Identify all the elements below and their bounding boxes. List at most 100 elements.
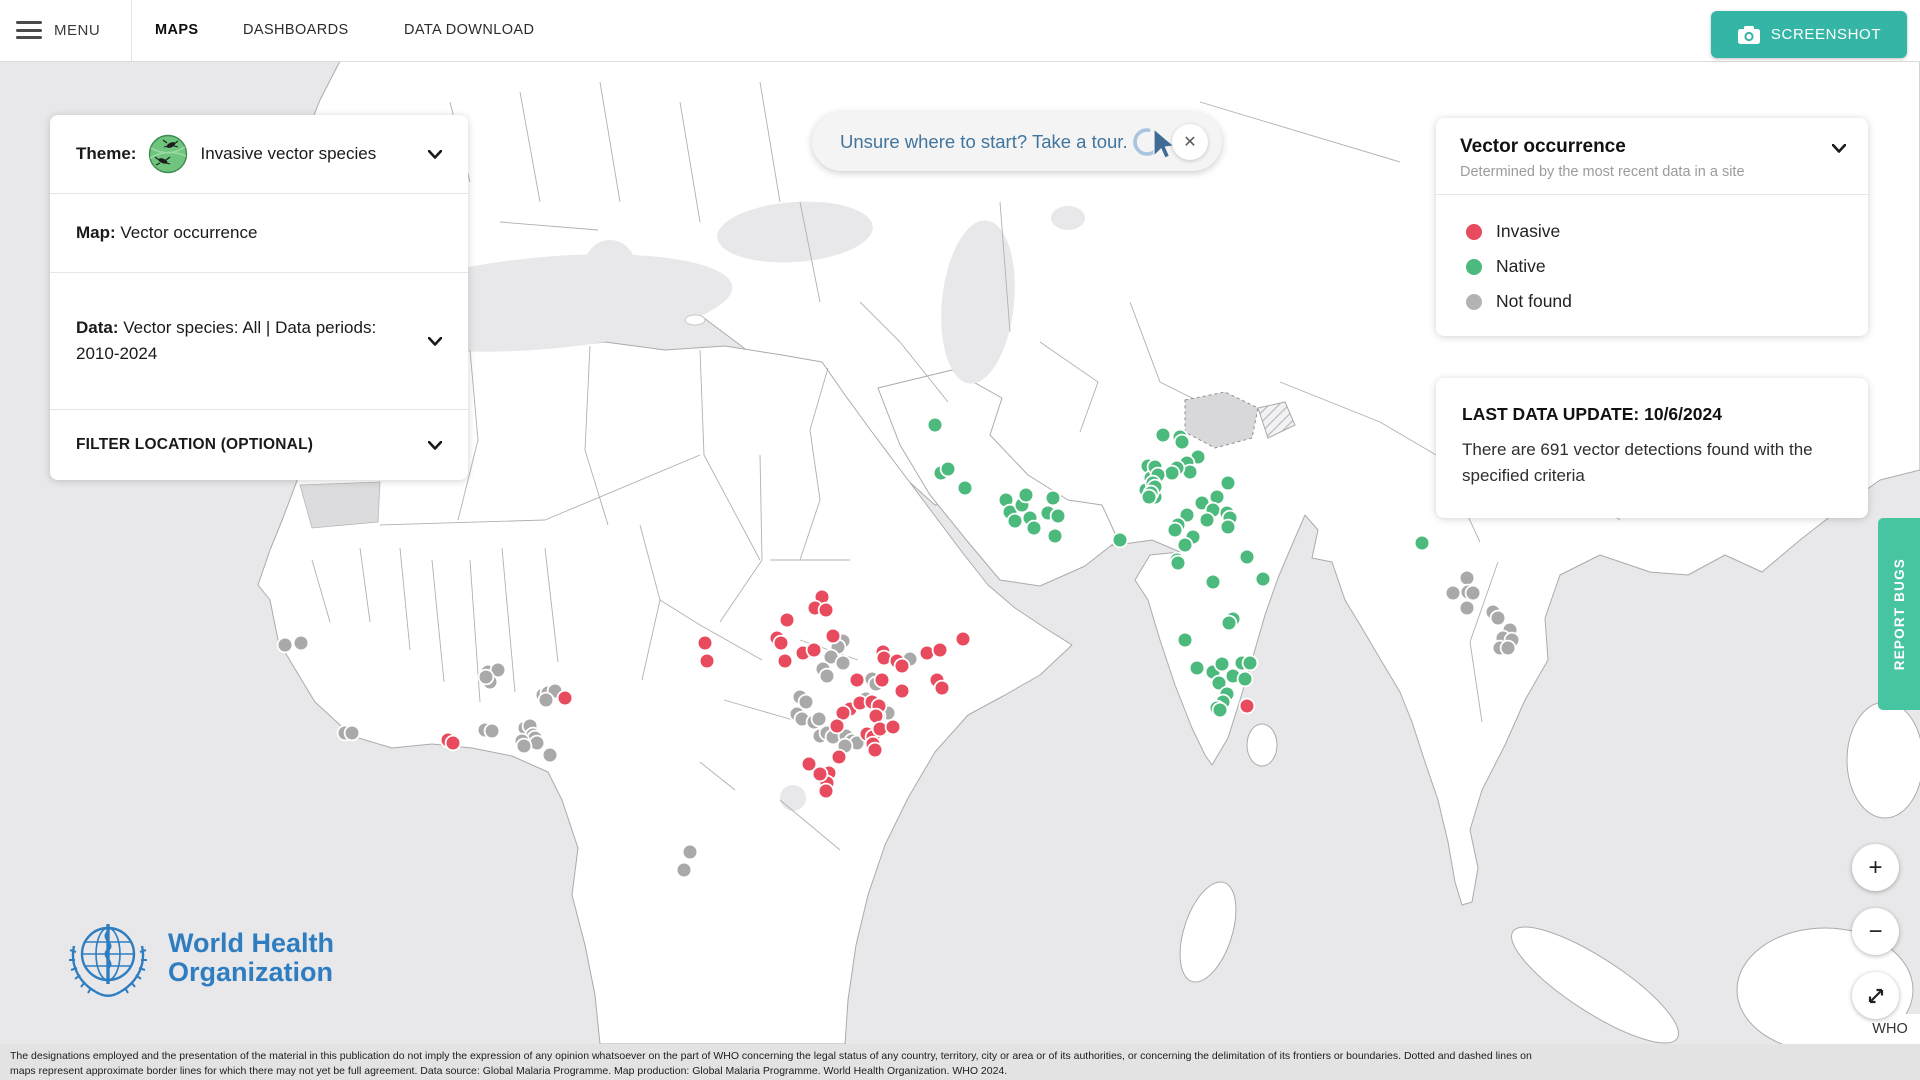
map-dot-invasive[interactable] <box>830 748 848 766</box>
menu-label[interactable]: MENU <box>54 22 101 39</box>
map-dot-invasive[interactable] <box>866 741 884 759</box>
tour-close-button[interactable]: ✕ <box>1172 124 1208 160</box>
map-dot-native[interactable] <box>1213 655 1231 673</box>
theme-selector[interactable]: Theme: Invasive vector species <box>50 115 468 193</box>
map-dot-not_found[interactable] <box>834 654 852 672</box>
zoom-in-button[interactable]: + <box>1852 844 1899 891</box>
map-dot-invasive[interactable] <box>873 671 891 689</box>
map-dot-invasive[interactable] <box>828 717 846 735</box>
legend-header[interactable]: Vector occurrence Determined by the most… <box>1436 118 1868 195</box>
map-dot-invasive[interactable] <box>884 718 902 736</box>
map-dot-native[interactable] <box>926 416 944 434</box>
map-dot-not_found[interactable] <box>1499 639 1517 657</box>
map-dot-native[interactable] <box>1254 570 1272 588</box>
filter-location-section[interactable]: FILTER LOCATION (OPTIONAL) <box>50 410 468 480</box>
map-selector: Map: Vector occurrence <box>50 194 468 272</box>
map-dot-invasive[interactable] <box>556 689 574 707</box>
map-dot-not_found[interactable] <box>797 693 815 711</box>
chevron-down-icon[interactable] <box>428 149 442 159</box>
map-dots-layer <box>276 416 1521 879</box>
map-dot-invasive[interactable] <box>817 782 835 800</box>
map-dot-native[interactable] <box>1176 536 1194 554</box>
map-dot-native[interactable] <box>1236 670 1254 688</box>
map-dot-invasive[interactable] <box>817 601 835 619</box>
tab-data-download[interactable]: DATA DOWNLOAD <box>404 22 535 38</box>
map-dot-not_found[interactable] <box>292 634 310 652</box>
report-bugs-tab[interactable]: REPORT BUGS <box>1878 518 1920 710</box>
map-dot-native[interactable] <box>1219 474 1237 492</box>
map-dot-not_found[interactable] <box>681 843 699 861</box>
map-dot-not_found[interactable] <box>1489 609 1507 627</box>
map-dot-invasive[interactable] <box>698 652 716 670</box>
map-dot-native[interactable] <box>1238 548 1256 566</box>
map-dot-native[interactable] <box>1210 674 1228 692</box>
screenshot-button[interactable]: SCREENSHOT <box>1711 11 1907 58</box>
map-dot-native[interactable] <box>1219 518 1237 536</box>
map-dot-invasive[interactable] <box>772 634 790 652</box>
map-dot-invasive[interactable] <box>805 641 823 659</box>
map-dot-not_found[interactable] <box>818 667 836 685</box>
map-dot-invasive[interactable] <box>954 630 972 648</box>
map-dot-invasive[interactable] <box>893 682 911 700</box>
map-dot-not_found[interactable] <box>810 710 828 728</box>
map-dot-invasive[interactable] <box>811 765 829 783</box>
map-dot-native[interactable] <box>1220 614 1238 632</box>
map-dot-not_found[interactable] <box>483 722 501 740</box>
map-dot-native[interactable] <box>1166 521 1184 539</box>
map-dot-invasive[interactable] <box>1238 697 1256 715</box>
map-dot-invasive[interactable] <box>444 734 462 752</box>
take-tour-link[interactable]: Unsure where to start? Take a tour. <box>840 130 1128 152</box>
data-selector[interactable]: Data: Vector species: All | Data periods… <box>50 273 468 409</box>
map-dot-native[interactable] <box>939 460 957 478</box>
map-dot-invasive[interactable] <box>824 627 842 645</box>
map-dot-not_found[interactable] <box>276 636 294 654</box>
map-dot-not_found[interactable] <box>1458 599 1476 617</box>
map-dot-native[interactable] <box>1044 489 1062 507</box>
map-dot-native[interactable] <box>1176 631 1194 649</box>
map-dot-native[interactable] <box>1046 527 1064 545</box>
fullscreen-button[interactable] <box>1852 972 1899 1019</box>
map-dot-not_found[interactable] <box>489 661 507 679</box>
map-dot-invasive[interactable] <box>933 679 951 697</box>
map-dot-native[interactable] <box>1025 519 1043 537</box>
map-dot-native[interactable] <box>1154 426 1172 444</box>
chevron-down-icon[interactable] <box>1832 144 1846 153</box>
map-dot-native[interactable] <box>1241 654 1259 672</box>
map-dot-invasive[interactable] <box>696 634 714 652</box>
map-dot-native[interactable] <box>1413 534 1431 552</box>
map-dot-native[interactable] <box>1163 464 1181 482</box>
map-dot-native[interactable] <box>1188 659 1206 677</box>
map-dot-invasive[interactable] <box>848 671 866 689</box>
map-dot-invasive[interactable] <box>931 641 949 659</box>
map-dot-native[interactable] <box>1140 488 1158 506</box>
map-dot-native[interactable] <box>1211 701 1229 719</box>
map-dot-not_found[interactable] <box>537 691 555 709</box>
map-dot-native[interactable] <box>956 479 974 497</box>
map-dot-invasive[interactable] <box>893 657 911 675</box>
map-dot-native[interactable] <box>1049 507 1067 525</box>
map-dot-native[interactable] <box>1017 486 1035 504</box>
map-dot-native[interactable] <box>1204 573 1222 591</box>
map-dot-native[interactable] <box>1198 511 1216 529</box>
map-dot-native[interactable] <box>1173 433 1191 451</box>
map-dot-not_found[interactable] <box>1464 584 1482 602</box>
chevron-down-icon[interactable] <box>428 336 442 346</box>
tab-maps[interactable]: MAPS <box>155 22 199 38</box>
map-dot-not_found[interactable] <box>477 668 495 686</box>
chevron-down-icon[interactable] <box>428 440 442 450</box>
map-dot-invasive[interactable] <box>800 755 818 773</box>
map-dot-native[interactable] <box>1169 554 1187 572</box>
map-dot-invasive[interactable] <box>776 652 794 670</box>
map-dot-invasive[interactable] <box>778 611 796 629</box>
map-dot-native[interactable] <box>1006 512 1024 530</box>
map-dot-native[interactable] <box>1111 531 1129 549</box>
zoom-out-button[interactable]: − <box>1852 908 1899 955</box>
map-dot-not_found[interactable] <box>343 724 361 742</box>
map-dot-not_found[interactable] <box>1444 584 1462 602</box>
map-dot-not_found[interactable] <box>515 737 533 755</box>
hamburger-menu-icon[interactable] <box>16 21 42 40</box>
map-dot-not_found[interactable] <box>541 746 559 764</box>
map-dot-not_found[interactable] <box>1458 569 1476 587</box>
tab-dashboards[interactable]: DASHBOARDS <box>243 22 349 38</box>
map-dot-not_found[interactable] <box>675 861 693 879</box>
